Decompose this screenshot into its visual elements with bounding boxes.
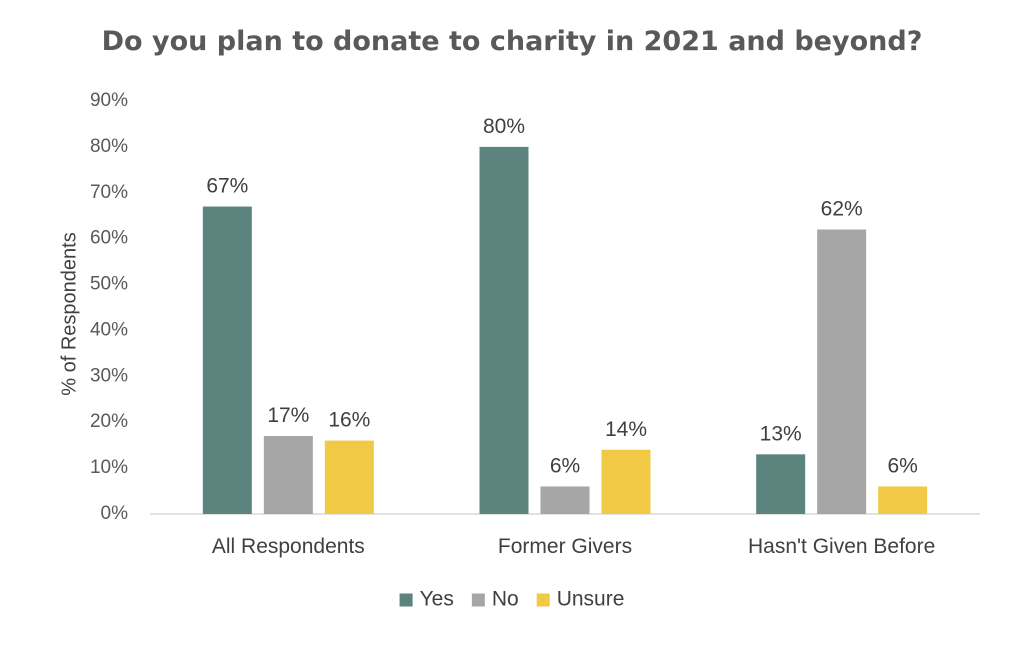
- legend-label-no: No: [492, 588, 519, 611]
- data-label-unsure: 14%: [605, 418, 647, 441]
- data-label-no: 62%: [821, 197, 863, 220]
- data-label-unsure: 16%: [328, 409, 370, 432]
- y-axis-title: % of Respondents: [58, 232, 80, 395]
- y-tick-label: 60%: [90, 228, 128, 249]
- y-tick-label: 50%: [90, 274, 128, 295]
- data-label-yes: 67%: [206, 175, 248, 198]
- x-category-label: All Respondents: [212, 535, 365, 558]
- bar-no: [540, 486, 590, 514]
- y-tick-label: 80%: [90, 136, 128, 157]
- bar-unsure: [601, 449, 651, 514]
- bar-yes: [202, 206, 252, 515]
- bar-yes: [756, 454, 806, 514]
- y-tick-label: 20%: [90, 411, 128, 432]
- y-tick-label: 70%: [90, 182, 128, 203]
- bar-unsure: [878, 486, 928, 514]
- data-label-yes: 80%: [483, 115, 525, 138]
- bar-yes: [479, 146, 529, 514]
- legend-swatch-yes: [399, 593, 413, 607]
- x-category-label: Former Givers: [498, 535, 632, 558]
- y-tick-label: 40%: [90, 319, 128, 340]
- chart-title: Do you plan to donate to charity in 2021…: [101, 26, 923, 57]
- data-label-no: 17%: [267, 404, 309, 427]
- y-tick-label: 90%: [90, 90, 128, 111]
- data-label-no: 6%: [550, 454, 580, 477]
- legend-label-unsure: Unsure: [557, 588, 625, 611]
- bar-unsure: [324, 440, 374, 514]
- bar-no: [817, 229, 867, 514]
- legend-swatch-unsure: [536, 593, 550, 607]
- legend-label-yes: Yes: [420, 588, 454, 611]
- data-label-yes: 13%: [760, 422, 802, 445]
- y-tick-label: 0%: [101, 503, 129, 524]
- legend: Yes No Unsure: [399, 588, 625, 611]
- y-tick-label: 10%: [90, 457, 128, 478]
- y-tick-label: 30%: [90, 365, 128, 386]
- x-category-label: Hasn't Given Before: [748, 535, 935, 558]
- bar-no: [263, 435, 313, 514]
- legend-swatch-no: [471, 593, 485, 607]
- data-label-unsure: 6%: [887, 454, 917, 477]
